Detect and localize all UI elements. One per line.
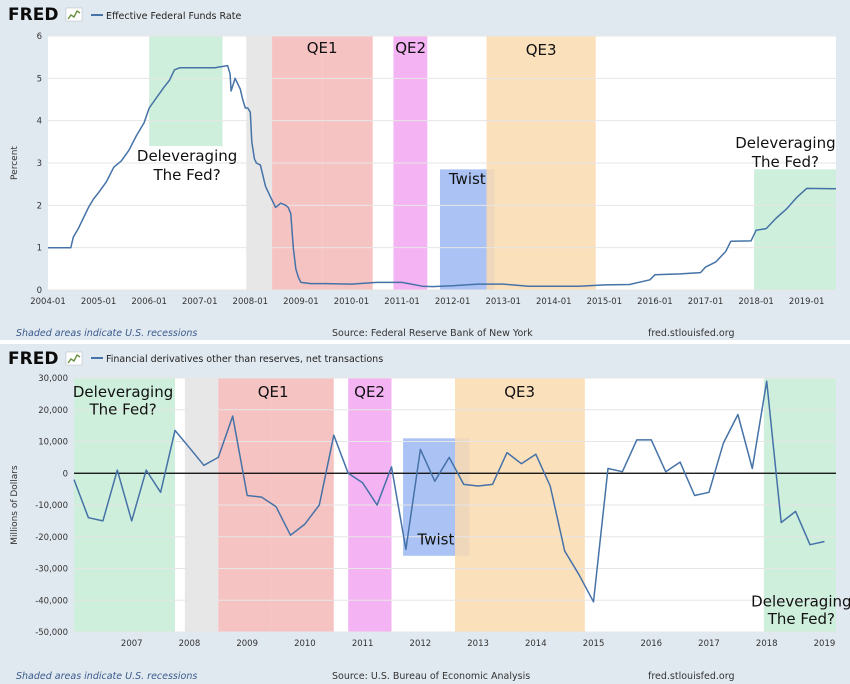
annotation-label: QE3 <box>526 41 557 59</box>
y-tick-label: 6 <box>37 32 42 42</box>
grid-lines <box>48 35 836 291</box>
annotation-label: Twist <box>448 170 486 188</box>
y-axis-label: Percent <box>10 146 20 180</box>
x-tick-label: 2007 <box>121 639 143 649</box>
x-tick-label: 2008-01 <box>233 297 269 307</box>
annotation-label: The Fed? <box>88 401 156 419</box>
recession-note: Shaded areas indicate U.S. recessions <box>16 328 197 339</box>
y-axis-label: Millions of Dollars <box>10 465 20 545</box>
annotation-label: QE3 <box>504 383 535 401</box>
x-tick-label: 2013-01 <box>485 297 521 307</box>
x-tick-label: 2018 <box>756 639 778 649</box>
x-tick-label: 2005-01 <box>81 297 117 307</box>
shaded-band-green <box>754 169 836 290</box>
y-axis-ticks: -50,000 -40,000 -30,000 -20,000 -10,000 0 10,0… <box>35 374 68 638</box>
x-tick-label: 2008 <box>179 639 201 649</box>
x-tick-label: 2010 <box>294 639 316 649</box>
x-tick-label: 2014-01 <box>536 297 572 307</box>
x-tick-label: 2014 <box>525 639 547 649</box>
x-tick-label: 2011-01 <box>384 297 420 307</box>
annotation-label: Twist <box>417 531 455 549</box>
x-tick-label: 2019-01 <box>789 297 825 307</box>
x-tick-label: 2016 <box>640 639 662 649</box>
y-tick-label: -10,000 <box>35 501 68 511</box>
x-tick-label: 2013 <box>467 639 489 649</box>
annotation-label: Deleveraging <box>137 147 237 165</box>
y-tick-label: 0 <box>63 469 68 479</box>
derivatives-chart: FRED Financial derivatives other than re… <box>8 349 850 682</box>
chart-title: Financial derivatives other than reserve… <box>106 354 383 365</box>
x-tick-label: 2011 <box>352 639 374 649</box>
annotation-label: The Fed? <box>152 166 220 184</box>
source-text: Source: U.S. Bureau of Economic Analysis <box>332 671 530 682</box>
series-group <box>48 64 837 288</box>
annotation-label: QE2 <box>354 383 385 401</box>
y-tick-label: 10,000 <box>38 438 68 448</box>
y-tick-label: 5 <box>37 74 42 84</box>
site-link[interactable]: fred.stlouisfed.org <box>648 328 735 339</box>
y-tick-label: -40,000 <box>35 596 68 606</box>
x-tick-label: 2004-01 <box>30 297 66 307</box>
y-tick-label: 30,000 <box>38 374 68 384</box>
derivatives-chart-panel: FRED Financial derivatives other than re… <box>0 344 850 684</box>
x-tick-label: 2015 <box>583 639 605 649</box>
grid-lines <box>74 377 836 633</box>
y-axis-ticks: 0 1 2 3 4 5 6 <box>37 32 42 296</box>
fred-logo-sparkline-icon <box>65 351 83 366</box>
y-tick-label: 20,000 <box>38 406 68 416</box>
series-group <box>73 380 825 603</box>
annotation-label: Deleveraging <box>751 593 850 611</box>
annotation-label: QE1 <box>258 383 289 401</box>
y-tick-label: 1 <box>37 244 42 254</box>
y-tick-label: 3 <box>37 159 42 169</box>
site-link[interactable]: fred.stlouisfed.org <box>648 671 735 682</box>
series-line <box>73 380 825 603</box>
x-tick-label: 2018-01 <box>738 297 774 307</box>
recession-note: Shaded areas indicate U.S. recessions <box>16 671 197 682</box>
x-tick-label: 2012-01 <box>435 297 471 307</box>
x-tick-label: 2009-01 <box>283 297 319 307</box>
fred-logo: FRED <box>8 349 58 369</box>
series-line <box>48 64 837 288</box>
source-text: Source: Federal Reserve Bank of New York <box>332 328 533 339</box>
y-tick-label: -50,000 <box>35 628 68 638</box>
x-tick-label: 2012 <box>410 639 432 649</box>
x-tick-label: 2017 <box>698 639 720 649</box>
annotation-label: The Fed? <box>767 610 835 628</box>
y-tick-label: 2 <box>37 201 42 211</box>
x-tick-label: 2019 <box>814 639 836 649</box>
fred-logo-sparkline-icon <box>65 7 83 22</box>
x-tick-label: 2009 <box>236 639 258 649</box>
x-tick-label: 2006-01 <box>131 297 167 307</box>
fred-logo: FRED <box>8 5 58 25</box>
x-tick-label: 2010-01 <box>334 297 370 307</box>
fed-funds-chart-panel: FRED Effective Federal Funds Rate QE1 QE2… <box>0 0 850 340</box>
y-tick-label: -30,000 <box>35 565 68 575</box>
shaded-band-blue <box>439 169 495 290</box>
annotation-label: Deleveraging <box>73 383 173 401</box>
x-tick-label: 2017-01 <box>688 297 724 307</box>
x-axis-ticks: 2007 2008 2009 2010 2011 2012 2013 2014 2015 2016… <box>121 639 835 649</box>
x-tick-label: 2016-01 <box>637 297 673 307</box>
y-tick-label: -20,000 <box>35 533 68 543</box>
x-axis-ticks: 2004-01 2005-01 2006-01 2007-01 2008-01 2009-… <box>30 297 824 307</box>
shaded-band-green <box>149 36 223 147</box>
y-tick-label: 4 <box>37 117 42 127</box>
annotation-label: The Fed? <box>751 153 819 171</box>
fed-funds-chart: FRED Effective Federal Funds Rate QE1 QE2… <box>8 5 837 339</box>
x-tick-label: 2015-01 <box>587 297 623 307</box>
annotation-label: QE1 <box>307 39 338 57</box>
chart-title: Effective Federal Funds Rate <box>106 11 241 22</box>
y-tick-label: 0 <box>37 286 42 296</box>
x-tick-label: 2007-01 <box>182 297 218 307</box>
panel-divider <box>0 340 850 344</box>
annotation-label: QE2 <box>395 39 426 57</box>
annotation-label: Deleveraging <box>735 134 835 152</box>
